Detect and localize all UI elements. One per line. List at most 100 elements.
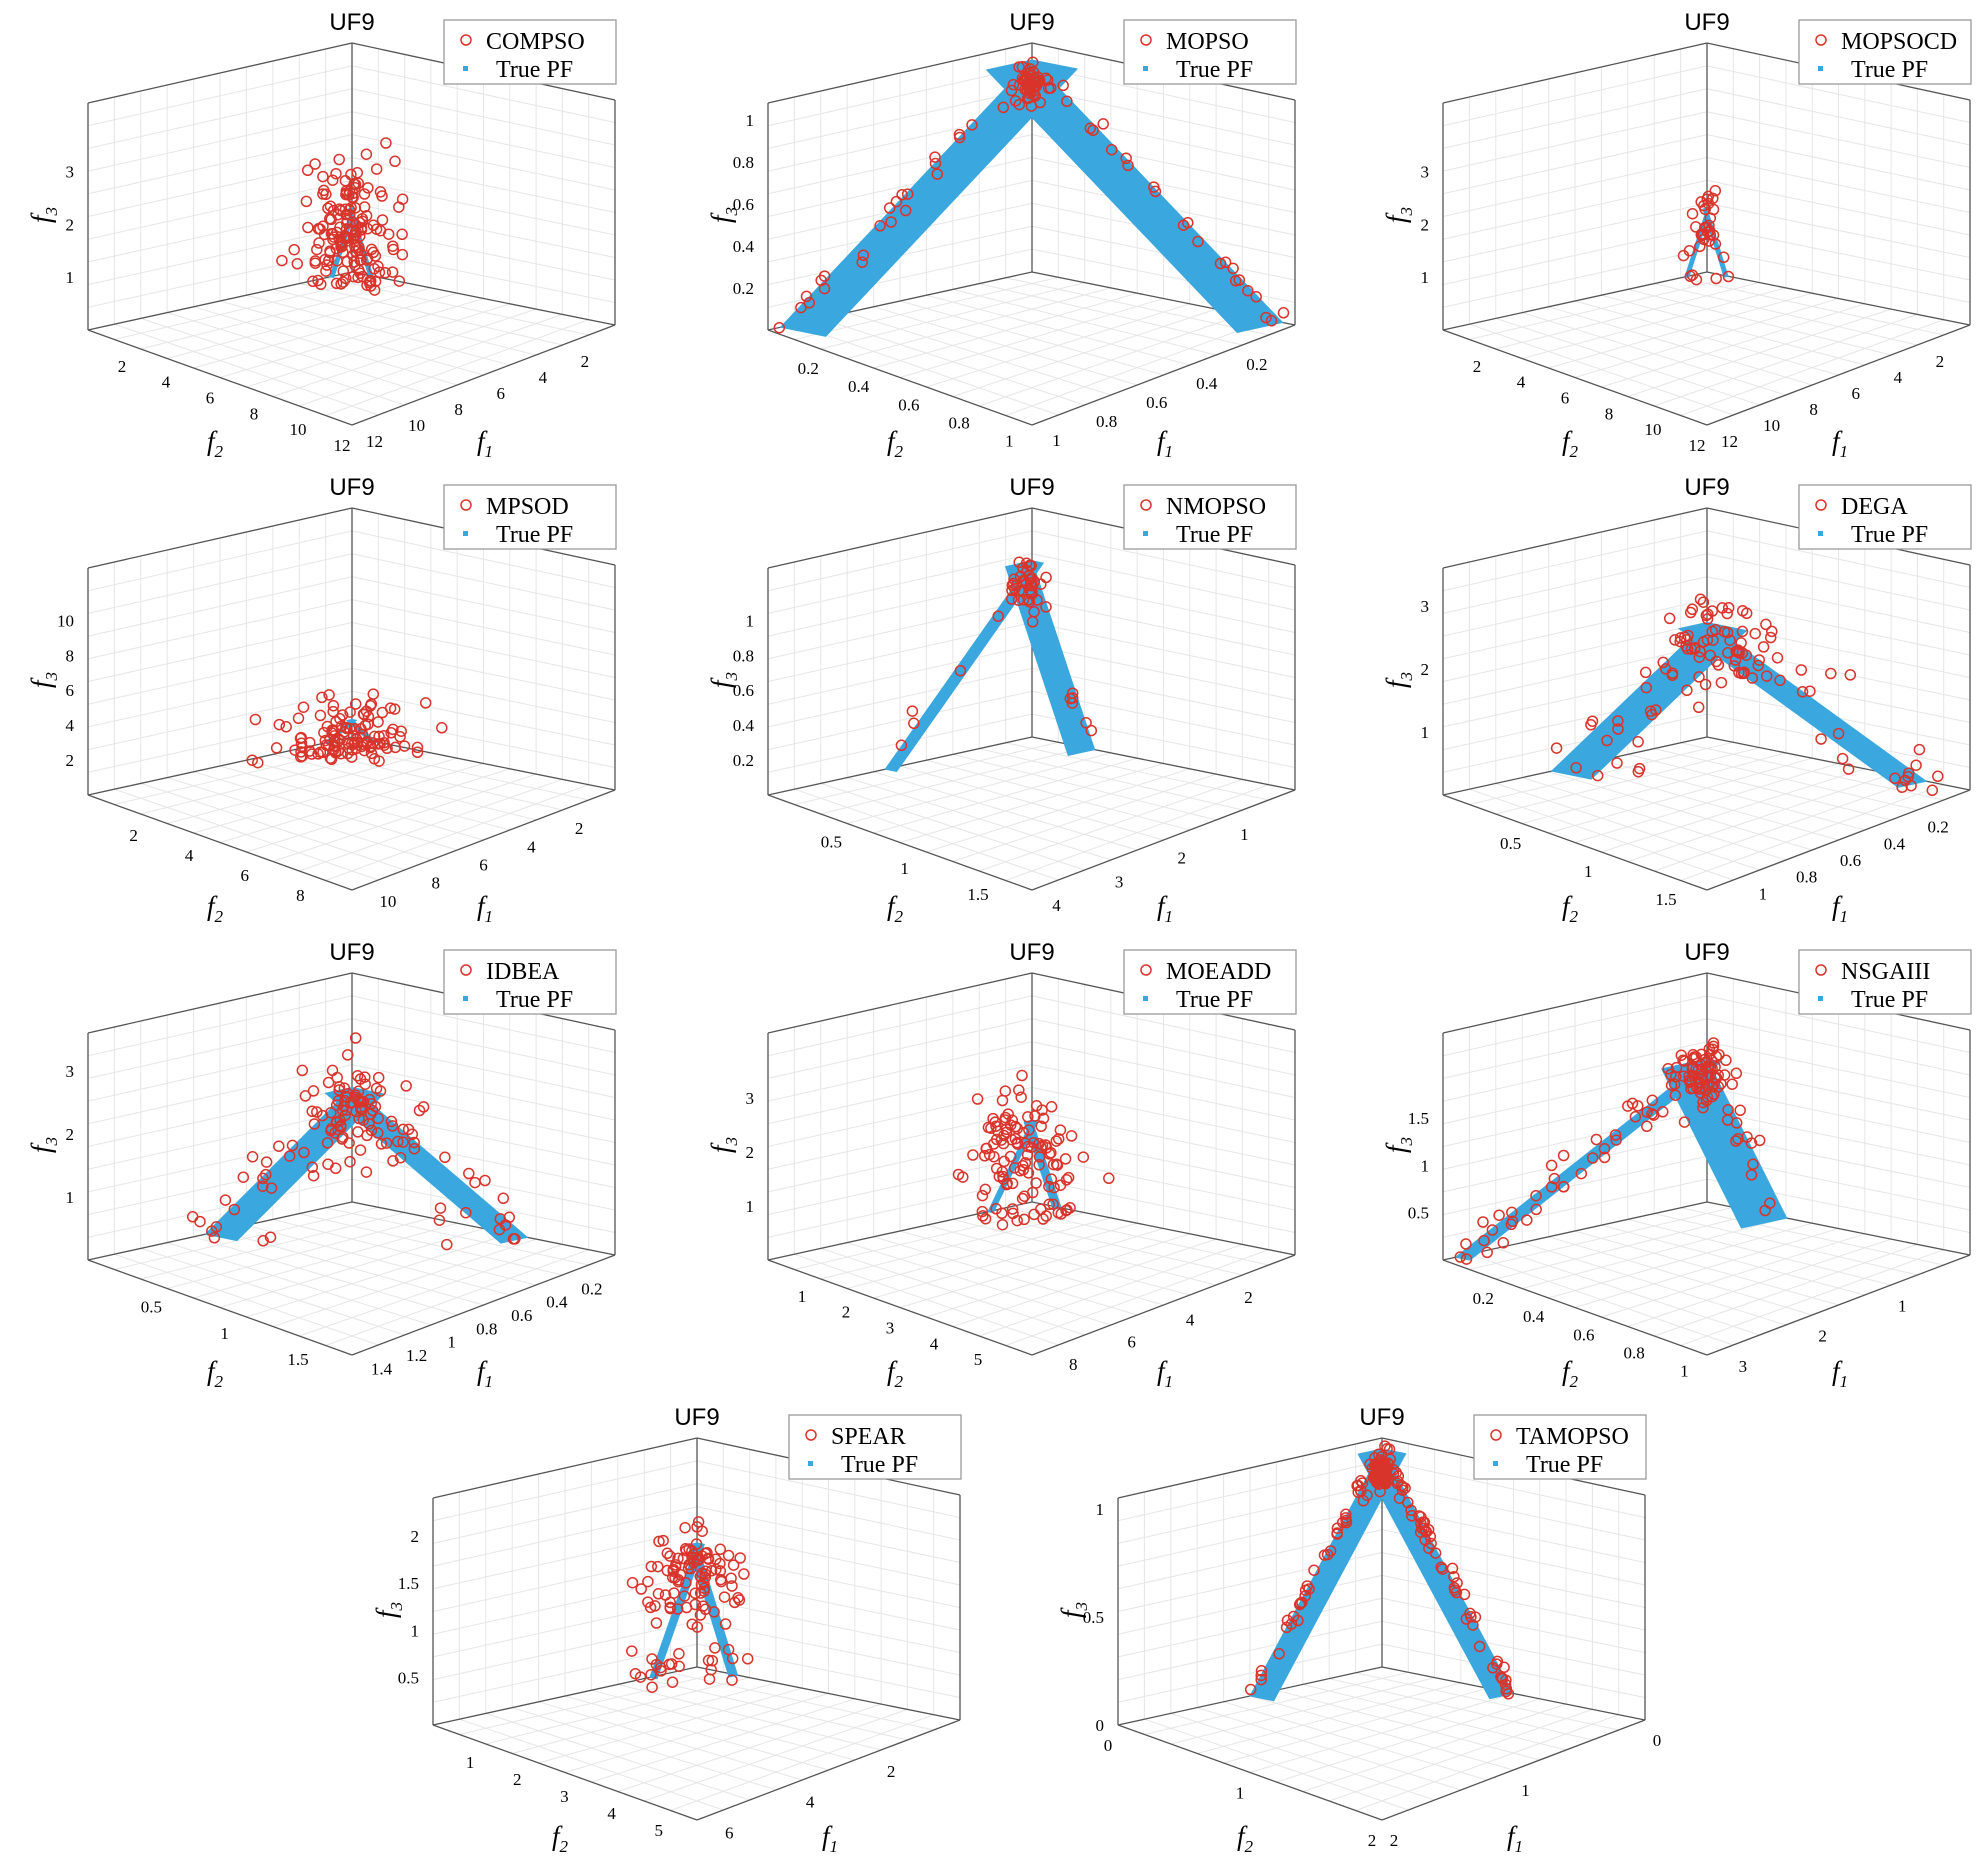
obtained-point: [1697, 636, 1710, 648]
obtained-point: [1493, 1209, 1505, 1221]
f1-tick: 2: [1244, 1288, 1253, 1307]
obtained-point: [1044, 82, 1057, 94]
f3-tick: 3: [66, 1062, 75, 1081]
obtained-point: [1705, 1054, 1718, 1067]
obtained-point: [396, 228, 408, 241]
obtained-point: [351, 1070, 364, 1082]
obtained-point: [333, 203, 346, 215]
obtained-point: [1715, 1078, 1727, 1090]
f1-axis-label: f1: [822, 1821, 838, 1856]
obtained-point: [1815, 733, 1827, 745]
obtained-point: [1644, 705, 1657, 717]
obtained-point: [1745, 1137, 1758, 1149]
obtained-point: [1028, 88, 1040, 101]
obtained-point: [1062, 1171, 1075, 1184]
legend-pf-marker: [1493, 1461, 1498, 1466]
legend-algorithm: NSGAIII: [1841, 959, 1930, 985]
obtained-point: [387, 240, 399, 252]
obtained-point: [325, 213, 337, 226]
obtained-point: [1035, 1120, 1047, 1133]
obtained-point: [1585, 719, 1597, 731]
obtained-point: [1043, 1198, 1055, 1211]
obtained-point: [1926, 784, 1939, 797]
obtained-point: [1318, 1549, 1331, 1561]
obtained-point: [1913, 743, 1926, 756]
obtained-point: [1037, 1112, 1050, 1125]
obtained-point: [1012, 594, 1025, 606]
obtained-point: [1296, 1596, 1308, 1609]
legend-obtained-marker: [805, 1429, 817, 1441]
obtained-point: [1040, 601, 1052, 613]
true-pf-band-2: [985, 59, 1284, 333]
obtained-point: [1417, 1516, 1429, 1528]
obtained-point: [378, 737, 390, 749]
grid-lines: [1442, 48, 1971, 416]
obtained-point: [1084, 122, 1097, 135]
chart-title: UF9: [1009, 9, 1054, 36]
true-pf-band-2: [1677, 621, 1928, 788]
obtained-point: [1663, 612, 1676, 625]
f1-axis-label: f1: [1832, 426, 1848, 461]
obtained-point: [1080, 717, 1092, 729]
legend-true-pf: True PF: [1176, 987, 1253, 1013]
obtained-point: [299, 1090, 312, 1102]
f2-axis-label: f2: [887, 426, 904, 461]
obtained-point: [1016, 1069, 1028, 1082]
obtained-point: [301, 164, 314, 177]
obtained-point: [1490, 1658, 1503, 1670]
obtained-point: [330, 167, 342, 180]
f2-tick: 0.4: [1523, 1307, 1545, 1326]
f1-tick: 0.2: [1246, 355, 1267, 374]
obtained-point: [460, 1206, 472, 1219]
f3-tick: 1: [1421, 723, 1430, 742]
obtained-point: [1692, 701, 1705, 714]
obtained-point: [1192, 235, 1204, 248]
obtained-point: [270, 742, 283, 754]
obtained-point: [1393, 1492, 1406, 1504]
f3-tick: 0.4: [733, 716, 755, 735]
obtained-point: [1435, 1561, 1447, 1573]
obtained-point: [1747, 1158, 1759, 1171]
f1-axis-label: f1: [477, 1356, 493, 1391]
f2-tick: 2: [118, 357, 127, 376]
f1-tick: 4: [1894, 368, 1903, 387]
obtained-point: [1255, 1669, 1267, 1682]
obtained-point: [1686, 603, 1699, 616]
obtained-point: [1612, 723, 1624, 735]
obtained-point: [370, 163, 383, 175]
obtained-point: [1545, 1159, 1558, 1172]
chart-title: UF9: [674, 1404, 719, 1431]
f2-tick: 0: [1104, 1736, 1113, 1755]
obtained-point: [645, 1668, 657, 1681]
obtained-point: [311, 243, 323, 256]
f2-tick: 5: [654, 1821, 663, 1840]
obtained-point: [1007, 577, 1020, 590]
obtained-point: [738, 1568, 750, 1580]
f3-tick: 8: [66, 646, 75, 665]
obtained-point: [479, 1174, 491, 1187]
f1-axis-label: f1: [1157, 1356, 1173, 1391]
f2-axis-label: f2: [1237, 1821, 1254, 1856]
f2-tick: 1: [900, 859, 909, 878]
f1-tick: 6: [1852, 384, 1861, 403]
legend-algorithm: IDBEA: [486, 959, 560, 985]
obtained-point: [1418, 1522, 1430, 1535]
f3-axis-label: f3: [706, 207, 741, 223]
f2-tick: 8: [250, 404, 259, 423]
obtained-point: [325, 1123, 338, 1135]
legend-true-pf: True PF: [496, 987, 573, 1013]
obtained-point: [1054, 1179, 1067, 1191]
obtained-point: [690, 1551, 702, 1564]
f3-tick: 0.5: [398, 1669, 419, 1688]
obtained-point: [317, 746, 329, 759]
obtained-point: [803, 297, 816, 309]
obtained-point: [1149, 185, 1162, 198]
obtained-point: [463, 1167, 475, 1180]
obtained-point: [734, 1552, 746, 1564]
obtained-point: [1728, 660, 1741, 672]
obtained-point: [273, 1140, 285, 1152]
chart-title: UF9: [1684, 474, 1729, 501]
obtained-point: [1005, 593, 1018, 605]
obtained-point: [1017, 1164, 1030, 1176]
